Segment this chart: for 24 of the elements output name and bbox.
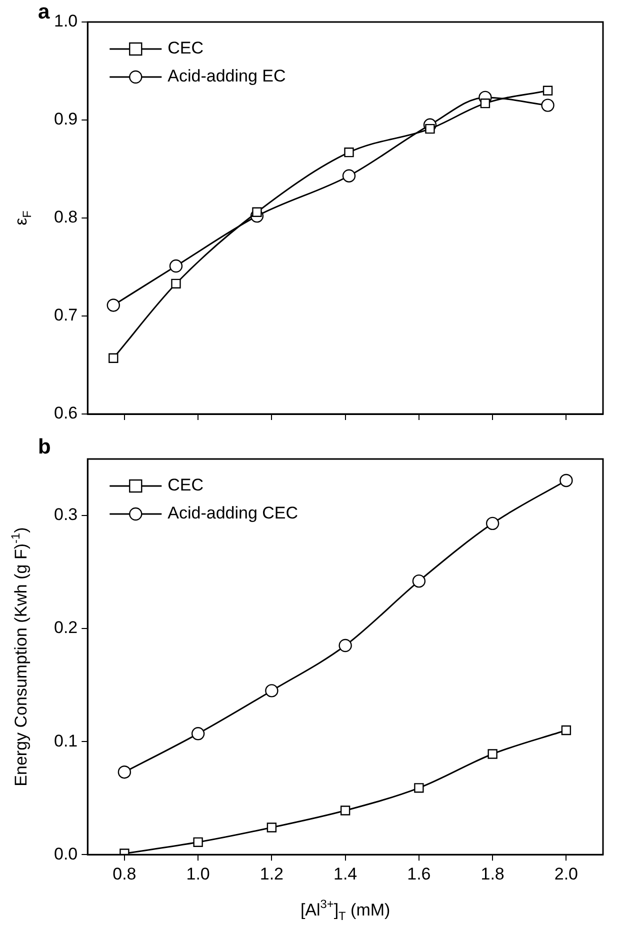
x-tick-label: 1.0 — [186, 864, 210, 884]
y-tick-label: 0.6 — [54, 404, 78, 423]
legend-label: CEC — [168, 38, 204, 58]
x-tick-label: 0.8 — [112, 864, 136, 884]
y-axis-title: Energy Consumption (Kwh (g F)-1) — [8, 527, 31, 786]
x-tick-label: 1.4 — [333, 864, 358, 884]
y-tick-label: 1.0 — [54, 12, 78, 31]
y-tick-label: 0.9 — [54, 110, 78, 129]
text: b — [38, 435, 51, 458]
y-tick-label: 0.7 — [54, 306, 78, 325]
x-tick-label: 1.8 — [480, 864, 504, 884]
y-axis-title: εF — [12, 210, 34, 226]
legend-label: Acid-adding CEC — [168, 504, 298, 523]
legend-label: Acid-adding EC — [168, 66, 286, 86]
x-tick-label: 1.2 — [260, 864, 284, 884]
legend-label: CEC — [168, 476, 204, 495]
y-tick-label: 0.8 — [54, 208, 78, 227]
x-tick-label: 2.0 — [554, 864, 578, 884]
y-tick-label: 0.2 — [54, 618, 78, 638]
text: a — [38, 0, 50, 24]
y-tick-label: 0.0 — [54, 844, 78, 864]
y-tick-label: 0.3 — [54, 505, 78, 524]
y-tick-label: 0.1 — [54, 731, 78, 750]
x-tick-label: 1.6 — [407, 864, 431, 884]
